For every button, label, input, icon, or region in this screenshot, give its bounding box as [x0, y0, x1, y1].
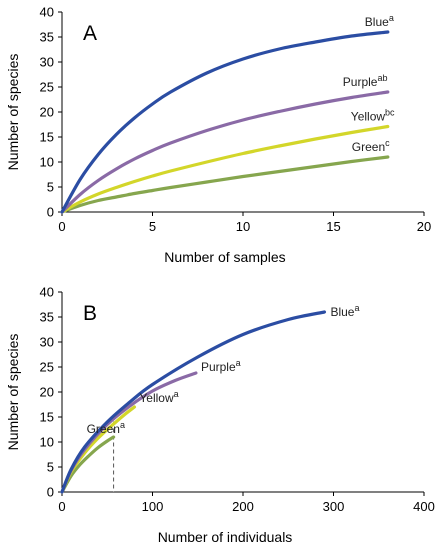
series-label-yellow: Yellowa [139, 389, 178, 405]
panel-letter: B [83, 302, 97, 325]
x-tick-label: 200 [232, 499, 254, 514]
y-tick-label: 35 [40, 30, 54, 45]
series-superscript: a [120, 420, 125, 430]
x-tick-label: 20 [417, 219, 431, 234]
panel-a: 0 5 10 15 20 25 30 35 40 0 5 10 15 20 Number of sample… [5, 5, 431, 266]
y-tick-label: 0 [47, 485, 54, 500]
series-superscript: a [354, 303, 359, 313]
x-tick-label: 0 [58, 499, 65, 514]
series-superscript: a [174, 389, 179, 399]
y-tick-label: 5 [47, 180, 54, 195]
series-name: Yellow [351, 110, 386, 124]
y-tick-label: 0 [47, 205, 54, 220]
y-tick-label: 40 [40, 285, 54, 300]
series-label-green: Greena [87, 420, 125, 436]
series-name: Green [352, 140, 385, 154]
series-label-purple: Purpleab [343, 73, 388, 89]
series-line-blue [60, 30, 390, 214]
series-label-blue: Bluea [365, 13, 394, 29]
y-tick-label: 15 [40, 130, 54, 145]
series-superscript: ab [377, 73, 387, 83]
x-axis-label: Number of individuals [158, 529, 293, 545]
series-label-blue: Bluea [330, 303, 359, 319]
series-line-green [60, 435, 116, 494]
series-superscript: a [236, 358, 241, 368]
x-tick-label: 300 [323, 499, 345, 514]
y-tick-label: 20 [40, 385, 54, 400]
series-name: Purple [201, 360, 236, 374]
x-tick-label: 100 [142, 499, 164, 514]
series-line-green [60, 155, 390, 214]
series-superscript: c [385, 138, 390, 148]
y-tick-label: 40 [40, 5, 54, 20]
panel-letter: A [83, 22, 97, 45]
series-name: Purple [343, 75, 378, 89]
y-axis-label: Number of species [5, 54, 21, 171]
series-label-purple: Purplea [201, 358, 241, 374]
series-line-yellow [60, 124, 390, 214]
x-tick-label: 400 [413, 499, 435, 514]
series-name: Blue [365, 15, 389, 29]
x-tick-label: 10 [236, 219, 250, 234]
series-label-yellow: Yellowbc [351, 108, 395, 124]
series-name: Green [87, 422, 120, 436]
y-tick-label: 20 [40, 105, 54, 120]
y-tick-label: 35 [40, 310, 54, 325]
y-tick-label: 30 [40, 55, 54, 70]
series-label-green: Greenc [352, 138, 390, 154]
y-tick-label: 10 [40, 155, 54, 170]
y-tick-label: 25 [40, 80, 54, 95]
series-name: Blue [330, 305, 354, 319]
series-line-blue [60, 310, 327, 494]
y-tick-label: 30 [40, 335, 54, 350]
y-tick-label: 25 [40, 360, 54, 375]
y-tick-label: 5 [47, 460, 54, 475]
series-superscript: a [389, 13, 394, 23]
x-tick-label: 5 [149, 219, 156, 234]
y-tick-label: 15 [40, 410, 54, 425]
x-axis-label: Number of samples [164, 249, 285, 265]
y-tick-label: 10 [40, 435, 54, 450]
x-tick-label: 0 [58, 219, 65, 234]
series-superscript: bc [385, 108, 395, 118]
y-axis-label: Number of species [5, 334, 21, 451]
series-line-purple [60, 90, 390, 214]
series-name: Yellow [139, 391, 174, 405]
x-tick-label: 15 [326, 219, 340, 234]
